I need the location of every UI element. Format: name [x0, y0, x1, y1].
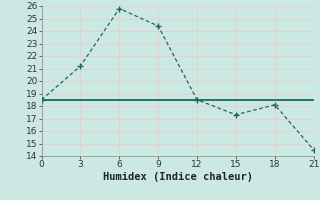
- X-axis label: Humidex (Indice chaleur): Humidex (Indice chaleur): [103, 172, 252, 182]
